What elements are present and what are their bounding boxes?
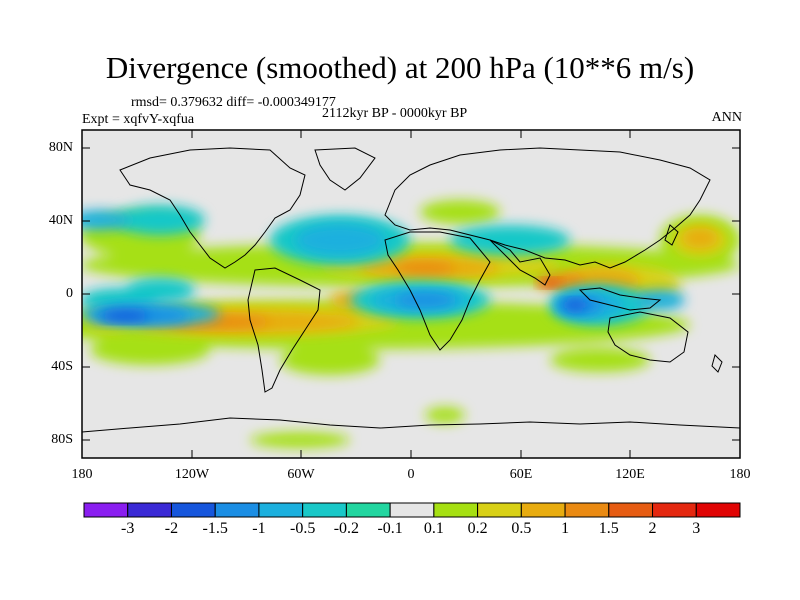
- experiment-line: Expt = xqfvY-xqfua: [82, 112, 195, 127]
- colorbar-label: -1: [252, 520, 266, 537]
- coastline-indonesia: [578, 287, 662, 311]
- coastline-africa: [384, 231, 491, 351]
- lat-label-80s: 80S: [51, 432, 73, 447]
- lon-label-60w: 60W: [287, 467, 315, 482]
- coastline-antarctica: [82, 417, 740, 458]
- colorbar-label: 2: [648, 520, 657, 537]
- colorbar-box: [477, 502, 522, 518]
- stats-line: rmsd= 0.379632 diff= -0.000349177: [131, 95, 336, 110]
- colorbar-label: -0.2: [333, 520, 360, 537]
- period-label: 2112kyr BP - 0000kyr BP: [322, 106, 468, 121]
- colorbar-label: 1: [561, 520, 570, 537]
- colorbar-box: [302, 502, 347, 518]
- colorbar-box: [608, 502, 654, 518]
- colorbar-box: [520, 502, 566, 518]
- colorbar-box: [83, 502, 129, 518]
- lat-label-0: 0: [66, 286, 73, 301]
- coastline-new-zealand: [711, 354, 723, 373]
- lat-label-40s: 40S: [51, 359, 73, 374]
- colorbar-label: 0.5: [511, 520, 532, 537]
- divergence-field: [82, 200, 740, 448]
- coastline-japan: [664, 224, 679, 246]
- season-label: ANN: [711, 110, 742, 125]
- colorbar-label: -1.5: [202, 520, 228, 537]
- lon-label-0: 0: [407, 467, 415, 482]
- coastlines: [82, 147, 740, 458]
- colorbar-box: [258, 502, 304, 518]
- colorbar-label: -3: [121, 520, 135, 537]
- colorbar-label: 0.1: [423, 520, 444, 537]
- colorbar-label: -0.1: [377, 520, 403, 537]
- lat-label-80n: 80N: [48, 140, 73, 155]
- colorbar-box: [127, 502, 172, 518]
- colorbar-label: 0.2: [467, 520, 488, 537]
- lon-label-180w: 180: [71, 467, 93, 482]
- chart-title: Divergence (smoothed) at 200 hPa (10**6 …: [105, 50, 695, 85]
- colorbar-box: [345, 502, 391, 518]
- coastline-south-asia: [489, 239, 551, 286]
- lon-label-120w: 120W: [174, 467, 210, 482]
- colorbar-box: [389, 502, 435, 518]
- colorbar-box: [652, 502, 697, 518]
- lon-label-180e: 180: [729, 467, 751, 482]
- lat-label-40n: 40N: [48, 213, 73, 228]
- coastline-north-america: [119, 147, 306, 269]
- coastline-greenland: [314, 147, 376, 191]
- colorbar-box: [214, 502, 260, 518]
- lon-label-60e: 60E: [509, 467, 533, 482]
- colorbar-label: 1.5: [598, 520, 619, 537]
- colorbar-label: 3: [692, 520, 701, 537]
- coastline-australia: [607, 311, 689, 363]
- colorbar-box: [433, 502, 479, 518]
- colorbar: [83, 502, 741, 518]
- lon-ticks: [81, 130, 741, 458]
- lon-label-120e: 120E: [615, 467, 645, 482]
- colorbar-label: -0.5: [289, 520, 316, 537]
- colorbar-label: -2: [164, 520, 179, 537]
- lat-ticks: [82, 147, 740, 441]
- coastline-eurasia: [384, 147, 711, 269]
- colorbar-box: [695, 502, 741, 518]
- colorbar-box: [564, 502, 610, 518]
- colorbar-box: [170, 502, 216, 518]
- coastline-south-america: [247, 267, 321, 393]
